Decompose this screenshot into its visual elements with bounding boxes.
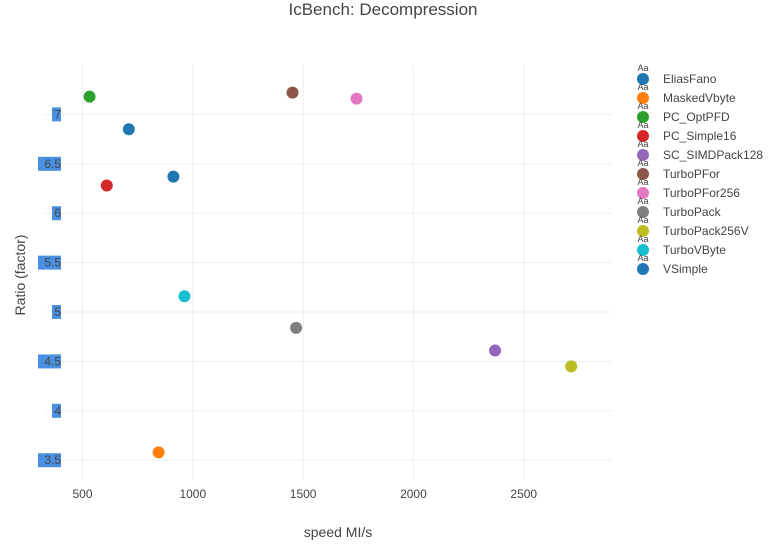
y-tick-highlight <box>52 403 61 418</box>
x-tick-label: 1000 <box>179 487 206 501</box>
x-axis-ticks: 500 1000 1500 2000 2500 <box>72 487 537 501</box>
legend-marker[interactable] <box>637 92 649 104</box>
legend-marker[interactable] <box>637 206 649 218</box>
data-point-vsimple[interactable] <box>167 170 180 183</box>
x-axis-title: speed MI/s <box>304 524 372 540</box>
x-tick-label: 1500 <box>290 487 317 501</box>
legend-item-label[interactable]: PC_Simple16 <box>663 129 737 143</box>
legend-item-label[interactable]: TurboPFor <box>663 167 720 181</box>
legend-marker[interactable] <box>637 187 649 199</box>
legend: Aa EliasFano Aa MaskedVbyte Aa PC_OptPFD Aa PC_… <box>637 63 763 276</box>
legend-marker-text: Aa <box>637 101 648 111</box>
data-point-turbovbyte[interactable] <box>178 290 191 303</box>
y-tick-highlight <box>38 453 61 468</box>
y-tick-highlight <box>38 354 61 369</box>
legend-marker-text: Aa <box>637 253 648 263</box>
y-tick-label: 5.5 <box>44 256 61 270</box>
legend-marker[interactable] <box>637 130 649 142</box>
legend-item-label[interactable]: PC_OptPFD <box>663 110 730 124</box>
y-tick-label: 5 <box>54 305 61 319</box>
legend-marker-text: Aa <box>637 120 648 130</box>
x-tick-label: 2500 <box>510 487 537 501</box>
x-tick-label: 2000 <box>400 487 427 501</box>
y-tick-label: 6.5 <box>44 157 61 171</box>
y-axis-title: Ratio (factor) <box>12 235 28 316</box>
legend-marker-text: Aa <box>637 215 648 225</box>
data-point-turbopack[interactable] <box>290 321 303 334</box>
grid <box>45 65 612 480</box>
x-tick-label: 500 <box>72 487 92 501</box>
legend-marker[interactable] <box>637 225 649 237</box>
data-points <box>83 86 578 459</box>
legend-marker-text: Aa <box>637 139 648 149</box>
legend-item-label[interactable]: VSimple <box>663 262 708 276</box>
legend-marker-text: Aa <box>637 234 648 244</box>
legend-marker[interactable] <box>637 244 649 256</box>
legend-marker[interactable] <box>637 149 649 161</box>
data-point-sc-simdpack128[interactable] <box>489 344 502 357</box>
legend-marker-text: Aa <box>637 63 648 73</box>
data-point-maskedvbyte[interactable] <box>152 446 165 459</box>
data-point-pc-optpfd[interactable] <box>83 90 96 103</box>
y-tick-highlight <box>38 255 61 270</box>
y-tick-highlight <box>52 107 61 122</box>
legend-marker-text: Aa <box>637 177 648 187</box>
y-tick-label: 4 <box>54 404 61 418</box>
data-point-eliasfano[interactable] <box>122 123 135 136</box>
y-tick-label: 3.5 <box>44 453 61 467</box>
y-tick-label: 6 <box>54 206 61 220</box>
chart-title: IcBench: Decompression <box>289 0 478 19</box>
data-point-pc-simple16[interactable] <box>100 179 113 192</box>
y-tick-highlight <box>52 206 61 221</box>
data-point-turbopfor[interactable] <box>286 86 299 99</box>
data-point-turbopfor256[interactable] <box>350 92 363 105</box>
y-tick-highlight <box>38 156 61 171</box>
legend-marker[interactable] <box>637 168 649 180</box>
legend-marker-text: Aa <box>637 82 648 92</box>
legend-item-label[interactable]: EliasFano <box>663 72 717 86</box>
legend-marker[interactable] <box>637 263 649 275</box>
y-tick-label: 4.5 <box>44 354 61 368</box>
legend-item-label[interactable]: TurboPack256V <box>663 224 749 238</box>
legend-marker[interactable] <box>637 73 649 85</box>
legend-item-label[interactable]: SC_SIMDPack128 <box>663 148 763 162</box>
legend-item-label[interactable]: MaskedVbyte <box>663 91 736 105</box>
legend-marker[interactable] <box>637 111 649 123</box>
legend-item-label[interactable]: TurboVByte <box>663 243 726 257</box>
y-tick-highlight <box>52 305 61 320</box>
data-point-turbopack256v[interactable] <box>565 360 578 373</box>
legend-item-label[interactable]: TurboPFor256 <box>663 186 740 200</box>
legend-item-label[interactable]: TurboPack <box>663 205 722 219</box>
y-axis-ticks: 3.5 4 4.5 5 5.5 6 6.5 7 <box>38 107 61 468</box>
y-tick-label: 7 <box>54 107 61 121</box>
legend-marker-text: Aa <box>637 158 648 168</box>
legend-marker-text: Aa <box>637 196 648 206</box>
